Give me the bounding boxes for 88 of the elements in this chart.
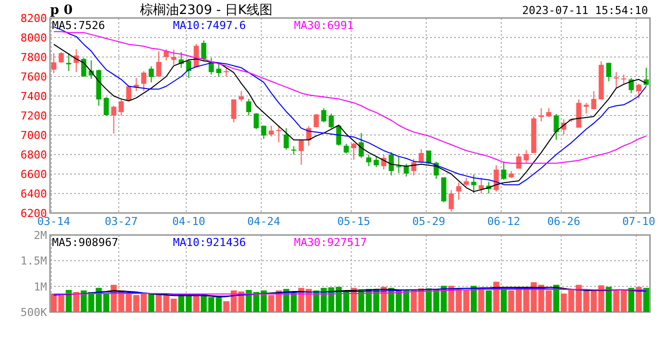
candlestick (171, 49, 176, 66)
series-label: MA5:7526 (52, 19, 105, 32)
candlestick (448, 190, 454, 212)
candlestick (381, 154, 386, 170)
x-tick-label: 04-10 (172, 215, 206, 228)
candlestick (51, 52, 56, 74)
candlestick (636, 83, 642, 99)
candlestick (328, 113, 334, 129)
candlestick (298, 140, 304, 166)
candlestick (591, 90, 596, 110)
candlestick (501, 161, 506, 180)
candlestick (478, 177, 484, 194)
candlestick (628, 77, 634, 94)
candlestick (276, 125, 282, 143)
candlestick (141, 70, 146, 92)
candlestick (621, 74, 626, 86)
candlestick (268, 125, 274, 137)
candlestick (411, 158, 416, 176)
candlestick (291, 146, 296, 155)
candlestick (606, 62, 612, 82)
y-tick-label: 6800 (20, 148, 47, 162)
candlestick (111, 105, 116, 134)
candlestick (254, 112, 259, 130)
candlestick (396, 156, 402, 174)
candlestick (216, 62, 222, 77)
candlestick (471, 174, 476, 194)
candlestick (66, 52, 72, 72)
candlestick (614, 72, 619, 89)
candlestick (456, 182, 462, 200)
candlestick (644, 67, 649, 86)
candlestick (441, 176, 446, 203)
chart-title: 棕榈油2309 - 日K线图 (140, 3, 273, 18)
candlestick (426, 150, 432, 165)
candlestick (524, 150, 529, 164)
y-tick-label: 1M (34, 280, 48, 294)
candlestick (164, 48, 169, 61)
candlestick (238, 90, 244, 102)
candlestick (58, 52, 64, 64)
y-tick-label: 7600 (20, 70, 47, 84)
candlestick (404, 163, 409, 177)
candlestick (351, 142, 356, 160)
x-tick-label: 06-12 (487, 215, 520, 228)
text: MA30:927517 (294, 236, 367, 249)
text: MA10:921436 (173, 236, 246, 249)
x-tick-label: 05-15 (337, 215, 370, 228)
candlestick (118, 98, 124, 116)
y-tick-label: 1.5M (20, 254, 48, 268)
y-tick-label: 7000 (20, 129, 47, 142)
text: MA30:6991 (294, 19, 354, 32)
x-tick-label: 03-27 (104, 215, 138, 228)
candlestick (284, 128, 289, 150)
candlestick (104, 96, 109, 116)
candlestick (388, 152, 394, 176)
x-tick-label: 05-29 (412, 215, 446, 228)
y-tick-label: 7400 (20, 90, 47, 103)
annotation: p 0 (50, 3, 73, 18)
candlestick (344, 143, 349, 154)
text: MA10:7497.6 (173, 19, 246, 32)
candlestick (246, 98, 252, 116)
candlestick (494, 164, 499, 192)
y-tick-label: 7800 (20, 51, 47, 64)
x-tick-label: 07-10 (622, 215, 656, 228)
x-tick-label: 06-26 (547, 215, 580, 228)
y-tick-label: 2M (34, 229, 48, 242)
candlestick (231, 98, 236, 123)
y-tick-label: 500K (20, 306, 48, 319)
y-tick-label: 6400 (20, 188, 47, 200)
candlestick (81, 57, 86, 77)
y-tick-label: 7200 (20, 110, 47, 122)
candlestick (418, 148, 424, 163)
candlestick (366, 154, 372, 167)
candlestick (538, 108, 544, 122)
candlestick (314, 114, 319, 128)
text: 2023-07-11 15:54:10 (522, 4, 648, 17)
candlestick (156, 50, 162, 77)
y-tick-label: 8000 (20, 32, 47, 44)
text: MA5:908967 (52, 236, 118, 249)
candlestick (261, 125, 266, 140)
candlestick (186, 58, 192, 78)
y-tick-label: 6600 (20, 168, 47, 181)
candlestick (554, 114, 559, 140)
y-tick-label: 8200 (20, 12, 47, 25)
candlestick (358, 132, 364, 158)
x-tick-label: 04-24 (247, 215, 281, 228)
candlestick (374, 156, 379, 168)
candlestick (321, 108, 326, 123)
candlestick (148, 66, 154, 83)
candlestick (201, 40, 206, 62)
